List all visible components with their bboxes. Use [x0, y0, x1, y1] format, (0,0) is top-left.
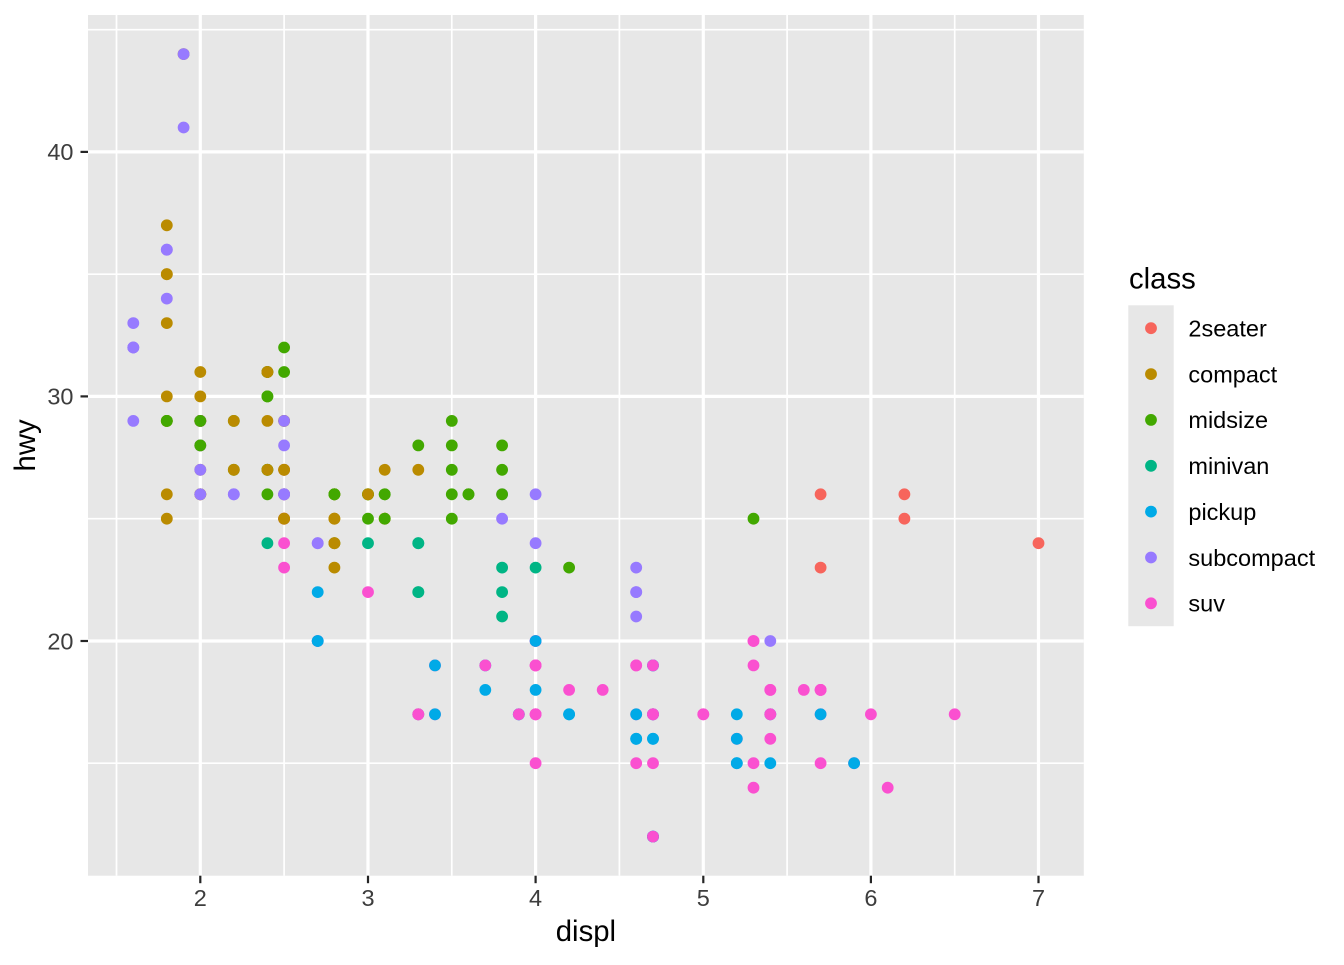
svg-text:30: 30 [47, 384, 73, 410]
svg-text:3: 3 [361, 885, 374, 911]
svg-text:2: 2 [194, 885, 207, 911]
svg-text:suv: suv [1188, 591, 1225, 617]
svg-text:7: 7 [1032, 885, 1045, 911]
svg-text:midsize: midsize [1188, 407, 1268, 433]
svg-text:20: 20 [47, 628, 73, 654]
svg-text:class: class [1129, 262, 1196, 295]
svg-text:hwy: hwy [9, 419, 42, 471]
svg-text:displ: displ [556, 915, 616, 948]
svg-text:2seater: 2seater [1188, 316, 1267, 342]
svg-text:6: 6 [864, 885, 877, 911]
svg-text:pickup: pickup [1188, 499, 1256, 525]
svg-text:compact: compact [1188, 361, 1277, 387]
svg-text:subcompact: subcompact [1188, 545, 1315, 571]
svg-text:4: 4 [529, 885, 542, 911]
svg-text:5: 5 [697, 885, 710, 911]
svg-text:40: 40 [47, 139, 73, 165]
svg-text:minivan: minivan [1188, 453, 1269, 479]
